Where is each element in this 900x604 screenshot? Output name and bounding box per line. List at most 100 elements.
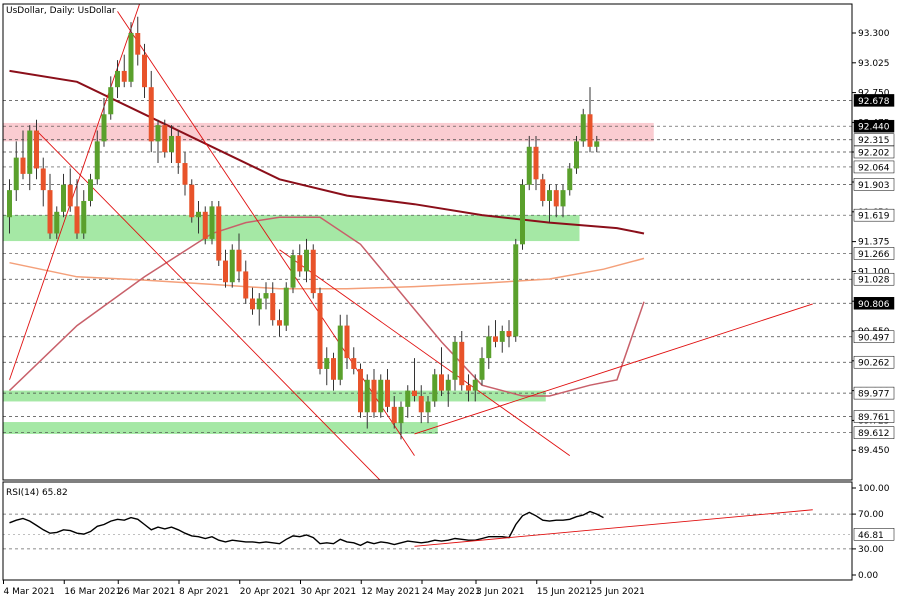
candle-body-21 [148,87,154,142]
candle-body-8 [61,184,66,212]
candle-body-81 [553,190,559,207]
x-tick-label-4: 20 Apr 2021 [240,587,296,597]
zone-3 [3,422,438,434]
candle-body-24 [169,135,174,153]
candle-body-47 [324,358,330,369]
rsi-layer [3,509,852,550]
candle-body-6 [47,190,53,234]
trendline-4 [414,303,813,435]
candle-body-61 [418,396,424,413]
level-badge-14 [853,426,895,439]
level-badge-7 [853,247,895,260]
candle-body-5 [40,168,46,191]
level-badge-5 [853,178,895,191]
candle-body-85 [580,114,586,142]
level-badge-3 [853,145,895,159]
x-tick-label-1: 16 Mar 2021 [64,587,121,597]
level-badge-11 [853,355,895,369]
candle-body-63 [432,374,438,402]
candle-body-72 [493,336,498,342]
candle-body-83 [567,168,573,191]
candle-body-37 [256,298,262,310]
x-tick-label-5: 30 Apr 2021 [301,587,357,597]
trendline-3 [279,249,571,457]
candle-body-51 [351,358,357,369]
candle-body-77 [526,146,532,185]
candle-body-20 [142,54,147,88]
candle-body-1 [13,157,19,191]
level-label-10: 90.497 [858,333,890,343]
candle-body-30 [209,206,215,239]
level-label-7: 91.266 [858,250,890,260]
candle-body-4 [34,130,39,169]
level-label-4: 92.064 [858,163,890,173]
candle-body-48 [331,358,336,380]
candle-body-65 [445,379,451,391]
candle-body-22 [155,125,161,142]
candles-layer [7,16,600,440]
y-tick-label-1: 93.025 [858,59,890,69]
candle-body-56 [385,379,390,407]
candle-body-32 [223,260,228,283]
level-label-13: 89.761 [858,413,890,423]
level-label-5: 91.903 [858,181,890,191]
rsi-line [9,510,604,547]
candle-body-36 [250,298,255,310]
candle-body-14 [101,114,107,142]
candle-body-41 [283,287,289,326]
candle-body-18 [128,33,134,82]
candle-body-19 [135,33,141,55]
level-badge-8 [853,272,895,286]
y-tick-label-14: 89.450 [858,446,890,456]
rsi-tick-label-3: 0.00 [858,571,878,581]
rsi-tick-label-2: 30.00 [858,545,884,555]
candle-body-79 [540,179,546,201]
level-badge-4 [853,160,895,174]
trendline-1 [36,130,381,480]
candle-body-25 [175,135,181,164]
candle-body-80 [547,190,552,201]
candle-body-17 [121,70,127,82]
ma-fast-line [8,216,645,397]
candle-body-86 [587,114,593,147]
candle-body-45 [310,249,316,294]
candle-body-67 [459,341,465,386]
candle-body-69 [472,379,478,391]
candle-body-50 [344,325,350,359]
candle-body-12 [88,179,93,201]
x-tick-label-8: 3 Jun 2021 [476,587,524,597]
candle-body-53 [364,379,370,413]
zone-1 [3,215,580,242]
moving-averages-layer [8,69,645,397]
candle-body-29 [202,211,208,239]
rsi-label: RSI(14) 65.82 [6,488,68,498]
axes-layer: 93.30093.02592.75092.47592.20291.92591.6… [3,29,895,597]
level-label-8: 91.028 [858,276,890,286]
rsi-marker-badge [853,528,895,541]
level-label-0: 92.678 [858,97,890,107]
candle-body-13 [94,141,100,180]
candle-body-3 [27,130,33,174]
candle-body-15 [108,87,114,115]
candle-body-40 [277,320,282,326]
level-badge-1 [853,119,895,133]
rsi-tick-label-0: 100.00 [858,484,890,494]
candle-body-70 [479,358,485,380]
candle-body-84 [574,141,579,169]
candle-body-52 [358,368,363,413]
candle-body-39 [270,293,276,321]
y-tick-label-2: 92.750 [858,89,890,99]
chart-title: UsDollar, Daily: UsDollar [6,6,116,16]
candle-body-44 [304,249,309,272]
zone-2 [3,390,546,402]
candle-body-78 [533,146,539,180]
level-label-9: 90.806 [858,300,890,310]
candle-body-64 [439,374,444,391]
y-tick-label-7: 91.375 [858,238,890,248]
candle-body-59 [405,390,411,407]
level-label-3: 92.202 [858,148,890,158]
candle-body-66 [452,341,458,380]
candle-body-38 [263,293,269,299]
